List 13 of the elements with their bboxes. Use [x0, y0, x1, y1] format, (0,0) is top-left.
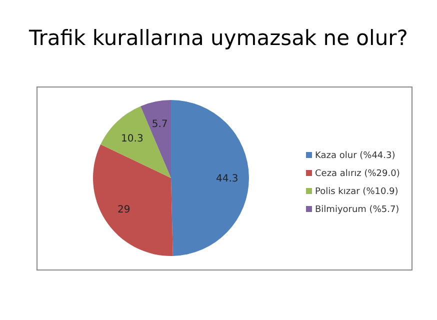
- legend-label: Polis kızar (%10.9): [315, 187, 398, 197]
- pie-slice: [140, 100, 171, 178]
- data-label: 5.7: [152, 118, 168, 130]
- pie-slice: [93, 144, 173, 256]
- pie-slice: [100, 106, 171, 178]
- data-label: 29: [118, 204, 130, 216]
- pie-slice: [171, 100, 249, 256]
- data-label: 10.3: [121, 133, 144, 144]
- legend-label: Kaza olur (%44.3): [315, 151, 396, 161]
- legend-label: Bilmiyorum (%5.7): [315, 205, 400, 215]
- data-label: 44.3: [216, 173, 238, 184]
- legend-label: Ceza alırız (%29.0): [315, 169, 400, 179]
- chart-title: Trafik kurallarına uymazsak ne olur?: [28, 26, 408, 50]
